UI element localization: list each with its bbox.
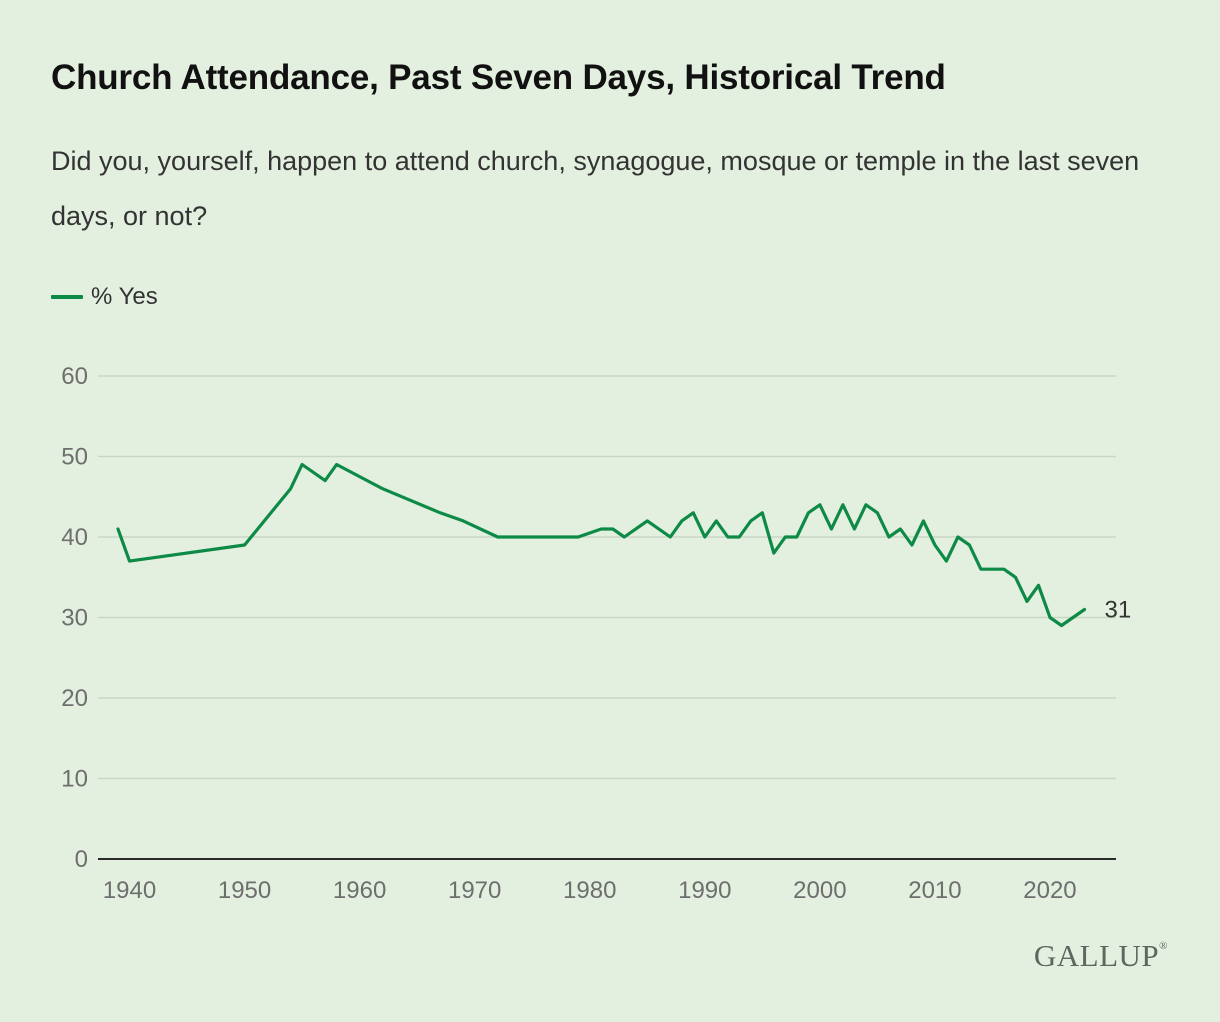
x-tick-label-2010: 2010 bbox=[908, 877, 961, 904]
chart-title: Church Attendance, Past Seven Days, Hist… bbox=[51, 58, 946, 97]
logo-text: GALLUP bbox=[1033, 938, 1160, 973]
x-tick-label-1990: 1990 bbox=[678, 877, 731, 904]
legend-line-swatch bbox=[51, 295, 83, 299]
y-tick-label-50: 50 bbox=[61, 444, 88, 471]
chart-subtitle: Did you, yourself, happen to attend chur… bbox=[51, 146, 1140, 231]
series-line-yes bbox=[116, 462, 1087, 628]
y-tick-label-60: 60 bbox=[61, 363, 88, 390]
gallup-logo: GALLUP® bbox=[1034, 938, 1168, 974]
x-tick-label-1940: 1940 bbox=[103, 877, 156, 904]
y-tick-label-40: 40 bbox=[61, 524, 88, 551]
y-tick-label-0: 0 bbox=[75, 846, 88, 873]
x-tick-label-1960: 1960 bbox=[333, 877, 386, 904]
logo-registered-mark: ® bbox=[1159, 940, 1168, 952]
x-tick-label-2000: 2000 bbox=[793, 877, 846, 904]
y-tick-label-20: 20 bbox=[61, 685, 88, 712]
x-tick-label-1980: 1980 bbox=[563, 877, 616, 904]
y-tick-label-10: 10 bbox=[61, 766, 88, 793]
x-tick-label-1950: 1950 bbox=[218, 877, 271, 904]
y-axis-ticks: 0 10 20 30 40 50 60 bbox=[61, 363, 88, 873]
end-value-label: 31 bbox=[1104, 596, 1131, 623]
chart-legend: % Yes bbox=[51, 283, 158, 311]
x-tick-label-1970: 1970 bbox=[448, 877, 501, 904]
x-tick-label-2020: 2020 bbox=[1023, 877, 1076, 904]
x-axis-ticks: 1940 1950 1960 1970 1980 1990 2000 2010 2020 bbox=[103, 877, 1077, 904]
grid-lines bbox=[98, 375, 1116, 860]
y-tick-label-30: 30 bbox=[61, 605, 88, 632]
series-layer: 31 bbox=[116, 462, 1131, 628]
legend-label: % Yes bbox=[91, 283, 158, 310]
